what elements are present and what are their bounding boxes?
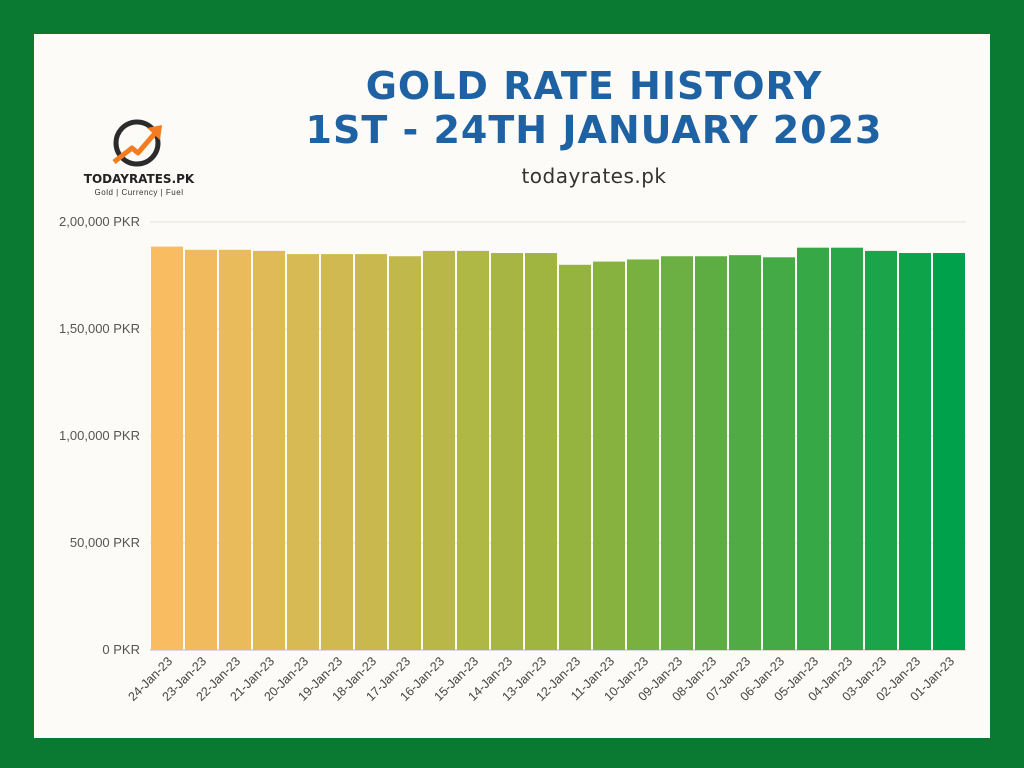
- bar: [593, 261, 625, 650]
- bar: [253, 250, 285, 650]
- bar: [831, 247, 863, 650]
- bar: [457, 250, 489, 650]
- bar: [287, 254, 319, 650]
- gridlines: [150, 221, 966, 651]
- title-line-2: 1ST - 24TH JANUARY 2023: [305, 108, 883, 152]
- bar: [525, 253, 557, 650]
- bar: [185, 249, 217, 650]
- y-tick-label: 50,000 PKR: [70, 535, 140, 550]
- y-tick-label: 0 PKR: [102, 642, 140, 657]
- bar: [933, 253, 965, 650]
- bar: [729, 255, 761, 651]
- chart-title: GOLD RATE HISTORY 1ST - 24TH JANUARY 202…: [184, 64, 1004, 152]
- bar: [219, 249, 251, 650]
- bar: [321, 254, 353, 650]
- y-tick-label: 2,00,000 PKR: [59, 214, 140, 229]
- bar: [899, 253, 931, 650]
- y-axis: 0 PKR 50,000 PKR 1,00,000 PKR 1,50,000 PKR 2…: [59, 214, 140, 657]
- bars: [151, 246, 965, 651]
- bar: [355, 254, 387, 650]
- bar: [151, 246, 183, 651]
- x-axis: 24-Jan-2323-Jan-2322-Jan-2321-Jan-2320-J…: [125, 654, 957, 704]
- bar: [695, 256, 727, 650]
- bar: [661, 256, 693, 650]
- brand-name: TODAYRATES.PK: [83, 172, 195, 186]
- bar: [763, 257, 795, 650]
- bar: [865, 250, 897, 650]
- chart-card: GOLD RATE HISTORY 1ST - 24TH JANUARY 202…: [34, 34, 990, 738]
- bar: [559, 264, 591, 650]
- brand-tagline: Gold | Currency | Fuel: [94, 188, 184, 197]
- bar-chart: 0 PKR 50,000 PKR 1,00,000 PKR 1,50,000 PKR 2…: [59, 214, 966, 704]
- bar: [627, 259, 659, 650]
- title-line-1: GOLD RATE HISTORY: [365, 64, 823, 108]
- y-tick-label: 1,50,000 PKR: [59, 321, 140, 336]
- chart-subtitle: todayrates.pk: [521, 164, 667, 188]
- trend-arrow-icon: [112, 119, 162, 167]
- bar: [491, 253, 523, 650]
- brand-logo: TODAYRATES.PK Gold | Currency | Fuel: [74, 118, 214, 208]
- y-tick-label: 1,00,000 PKR: [59, 428, 140, 443]
- bar: [389, 256, 421, 650]
- bar: [423, 250, 455, 650]
- bar: [797, 247, 829, 650]
